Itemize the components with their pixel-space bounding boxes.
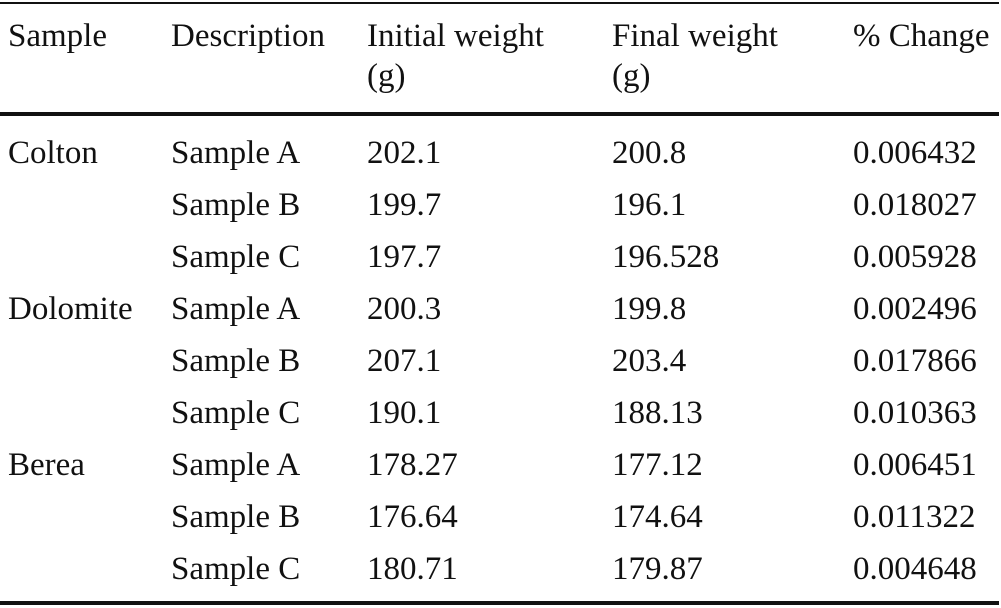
cell-final-weight: 203.4 — [612, 343, 687, 379]
cell-initial-weight: 190.1 — [367, 395, 442, 431]
cell-description: Sample C — [171, 551, 301, 587]
cell-percent-change: 0.011322 — [853, 499, 976, 535]
header-sample: Sample — [8, 18, 107, 54]
header-initial-weight-unit: (g) — [367, 58, 406, 94]
cell-percent-change: 0.004648 — [853, 551, 977, 587]
table-row: Sample C 180.71 179.87 0.004648 — [0, 543, 1001, 595]
cell-final-weight: 200.8 — [612, 135, 687, 171]
cell-percent-change: 0.006451 — [853, 447, 977, 483]
cell-description: Sample B — [171, 343, 301, 379]
table-top-rule — [0, 2, 999, 4]
cell-percent-change: 0.017866 — [853, 343, 977, 379]
header-description: Description — [171, 18, 325, 54]
cell-final-weight: 196.528 — [612, 239, 720, 275]
table-row: Sample C 190.1 188.13 0.010363 — [0, 387, 1001, 439]
table-header-rule — [0, 112, 999, 116]
cell-initial-weight: 199.7 — [367, 187, 442, 223]
cell-description: Sample B — [171, 187, 301, 223]
header-final-weight-unit: (g) — [612, 58, 651, 94]
header-initial-weight-label: Initial weight — [367, 18, 544, 54]
cell-initial-weight: 180.71 — [367, 551, 458, 587]
cell-final-weight: 179.87 — [612, 551, 703, 587]
table-row: Sample B 199.7 196.1 0.018027 — [0, 179, 1001, 231]
header-percent-change: % Change — [853, 18, 990, 54]
header-final-weight-label: Final weight — [612, 18, 778, 54]
cell-percent-change: 0.006432 — [853, 135, 977, 171]
cell-initial-weight: 197.7 — [367, 239, 442, 275]
cell-description: Sample C — [171, 395, 301, 431]
cell-sample: Dolomite — [8, 291, 133, 327]
header-initial-weight: Initial weight (g) — [367, 16, 544, 96]
cell-final-weight: 199.8 — [612, 291, 687, 327]
cell-description: Sample A — [171, 135, 301, 171]
cell-final-weight: 188.13 — [612, 395, 703, 431]
table-bottom-rule — [0, 601, 999, 605]
cell-final-weight: 177.12 — [612, 447, 703, 483]
cell-percent-change: 0.018027 — [853, 187, 977, 223]
header-final-weight: Final weight (g) — [612, 16, 778, 96]
table-row: Colton Sample A 202.1 200.8 0.006432 — [0, 127, 1001, 179]
cell-initial-weight: 178.27 — [367, 447, 458, 483]
cell-initial-weight: 200.3 — [367, 291, 442, 327]
table-row: Dolomite Sample A 200.3 199.8 0.002496 — [0, 283, 1001, 335]
table-row: Sample B 176.64 174.64 0.011322 — [0, 491, 1001, 543]
cell-percent-change: 0.005928 — [853, 239, 977, 275]
cell-percent-change: 0.002496 — [853, 291, 977, 327]
cell-description: Sample A — [171, 447, 301, 483]
cell-sample: Colton — [8, 135, 98, 171]
cell-percent-change: 0.010363 — [853, 395, 977, 431]
cell-final-weight: 174.64 — [612, 499, 703, 535]
cell-sample: Berea — [8, 447, 85, 483]
cell-initial-weight: 202.1 — [367, 135, 442, 171]
cell-initial-weight: 207.1 — [367, 343, 442, 379]
cell-final-weight: 196.1 — [612, 187, 687, 223]
cell-description: Sample C — [171, 239, 301, 275]
table-row: Sample B 207.1 203.4 0.017866 — [0, 335, 1001, 387]
cell-initial-weight: 176.64 — [367, 499, 458, 535]
cell-description: Sample B — [171, 499, 301, 535]
table-row: Sample C 197.7 196.528 0.005928 — [0, 231, 1001, 283]
cell-description: Sample A — [171, 291, 301, 327]
table-row: Berea Sample A 178.27 177.12 0.006451 — [0, 439, 1001, 491]
